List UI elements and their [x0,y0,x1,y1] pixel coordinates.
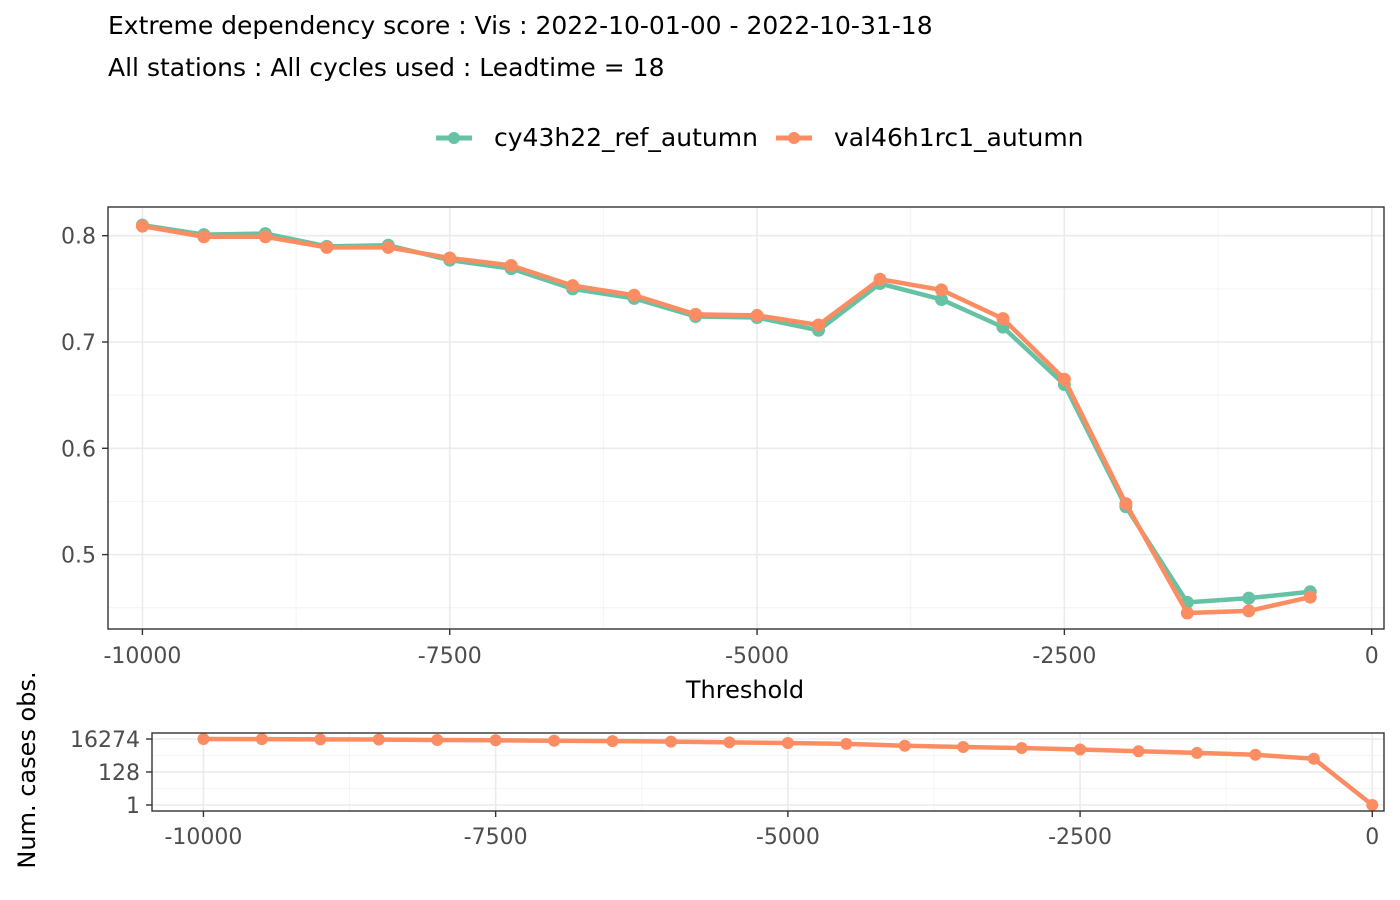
data-point-val46h1rc1_autumn [548,734,561,747]
data-point-val46h1rc1_autumn [431,734,444,747]
series-line-val46h1rc1_autumn [142,223,1311,616]
legend-swatch-point-val46h1rc1 [788,132,800,144]
data-point-val46h1rc1_autumn [781,737,794,750]
data-point-val46h1rc1_autumn [840,737,853,750]
data-point-val46h1rc1_autumn [381,240,395,254]
data-point-cy43h22_ref_autumn [934,292,948,306]
x-tick-label: 0 [1365,644,1379,669]
data-point-val46h1rc1_autumn [1242,604,1256,618]
data-point-val46h1rc1_autumn [1132,745,1145,758]
count-plot-panel: -10000 -7500 -5000 -2500 0 1 128 16274 [70,728,1385,850]
legend: cy43h22_ref_autumn val46h1rc1_autumn [436,123,1084,152]
data-point-val46h1rc1_autumn [1015,742,1028,755]
data-point-val46h1rc1_autumn [723,736,736,749]
x-tick-label: -10000 [103,644,181,669]
data-point-val46h1rc1_autumn [606,735,619,748]
data-point-cy43h22_ref_autumn [1242,591,1256,605]
data-point-val46h1rc1_autumn [957,741,970,754]
y-axis-title-count: Num. cases obs. [13,671,41,868]
data-point-val46h1rc1_autumn [320,240,334,254]
x-tick-label: -2500 [1048,825,1112,850]
legend-label-cy43h22: cy43h22_ref_autumn [494,123,758,152]
y-tick-label: 1 [126,794,140,819]
data-point-val46h1rc1_autumn [1303,590,1317,604]
data-point-val46h1rc1_autumn [1180,606,1194,620]
y-tick-label: 0.8 [61,225,96,250]
data-point-val46h1rc1_autumn [873,272,887,286]
chart-title: Extreme dependency score : Vis : 2022-10… [108,11,933,40]
y-tick-label: 0.6 [61,437,96,462]
data-point-val46h1rc1_autumn [689,307,703,321]
data-point-val46h1rc1_autumn [1366,799,1379,811]
x-tick-label: -5000 [725,644,789,669]
main-panel-border [107,206,1385,630]
data-point-val46h1rc1_autumn [135,219,149,233]
data-point-val46h1rc1_autumn [372,733,385,746]
data-point-val46h1rc1_autumn [812,318,826,332]
data-point-val46h1rc1_autumn [258,230,272,244]
legend-swatch-point-cy43h22 [448,132,460,144]
data-point-val46h1rc1_autumn [443,251,457,265]
data-point-val46h1rc1_autumn [996,312,1010,326]
x-tick-label: -7500 [464,825,528,850]
data-point-val46h1rc1_autumn [1119,497,1133,511]
data-point-val46h1rc1_autumn [1307,752,1320,765]
data-point-val46h1rc1_autumn [750,308,764,322]
chart-subtitle: All stations : All cycles used : Leadtim… [108,53,664,82]
y-tick-label: 0.7 [61,331,96,356]
data-point-val46h1rc1_autumn [898,739,911,752]
data-point-val46h1rc1_autumn [489,734,502,747]
y-tick-label: 128 [98,761,140,786]
x-tick-label: -7500 [418,644,482,669]
x-tick-label: -5000 [756,825,820,850]
main-plot-panel: -10000 -7500 -5000 -2500 0 0.5 0.6 0.7 0.8 [61,206,1385,669]
x-axis-title-main: Threshold [685,676,804,704]
y-tick-label: 0.5 [61,544,96,569]
data-point-val46h1rc1_autumn [934,283,948,297]
data-point-val46h1rc1_autumn [197,733,210,745]
data-point-val46h1rc1_autumn [627,288,641,302]
data-point-val46h1rc1_autumn [504,258,518,272]
data-point-val46h1rc1_autumn [664,735,677,748]
data-point-val46h1rc1_autumn [566,279,580,293]
data-point-val46h1rc1_autumn [1057,372,1071,386]
data-point-val46h1rc1_autumn [255,733,268,746]
y-tick-label: 16274 [70,728,140,753]
data-point-val46h1rc1_autumn [197,230,211,244]
x-tick-label: -10000 [164,825,242,850]
data-point-val46h1rc1_autumn [1249,748,1262,761]
x-tick-label: 0 [1365,825,1379,850]
data-point-val46h1rc1_autumn [314,733,327,746]
x-tick-label: -2500 [1032,644,1096,669]
data-point-val46h1rc1_autumn [1074,743,1087,756]
data-point-val46h1rc1_autumn [1190,746,1203,759]
series-line-cy43h22_ref_autumn [142,222,1311,605]
legend-label-val46h1rc1: val46h1rc1_autumn [834,123,1084,152]
